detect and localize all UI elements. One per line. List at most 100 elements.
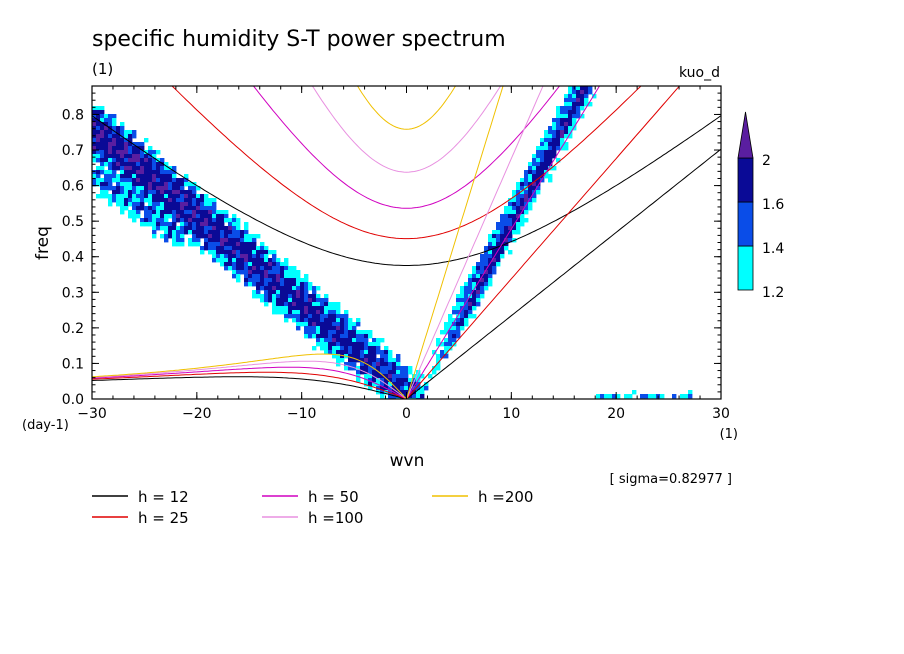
power-cell: [188, 198, 193, 203]
power-cell: [196, 206, 201, 211]
model-label: kuo_d: [679, 65, 720, 81]
power-cell: [520, 198, 525, 203]
power-cell: [484, 278, 489, 283]
power-cell: [456, 334, 461, 339]
power-cell: [336, 318, 341, 323]
power-cell: [280, 274, 285, 279]
inertia-gravity-curve: [92, 115, 721, 266]
power-cell: [112, 122, 117, 127]
power-cell: [524, 198, 529, 203]
power-cell: [156, 190, 161, 195]
power-cell: [476, 278, 481, 283]
power-cell: [140, 146, 145, 151]
power-cell: [356, 338, 361, 343]
power-cell: [328, 330, 333, 335]
power-cell: [116, 150, 121, 155]
power-cell: [292, 310, 297, 315]
power-cell: [472, 270, 477, 275]
power-cell: [384, 358, 389, 363]
power-cell: [464, 318, 469, 323]
power-cell: [392, 370, 397, 375]
power-cell: [176, 198, 181, 203]
power-cell: [612, 394, 617, 399]
power-cell: [556, 122, 561, 127]
power-cell: [144, 222, 149, 227]
power-cell: [300, 298, 305, 303]
power-cell: [548, 142, 553, 147]
power-cell: [328, 342, 333, 347]
power-cell: [328, 334, 333, 339]
power-cell: [136, 194, 141, 199]
power-cell: [112, 166, 117, 171]
power-cell: [148, 170, 153, 175]
power-cell: [544, 166, 549, 171]
power-cell: [468, 310, 473, 315]
power-cell: [212, 238, 217, 243]
power-cell: [520, 194, 525, 199]
power-cell: [508, 226, 513, 231]
power-cell: [336, 322, 341, 327]
power-cell: [380, 358, 385, 363]
power-cell: [316, 314, 321, 319]
power-cell: [460, 314, 465, 319]
power-cell: [168, 226, 173, 231]
power-cell: [536, 154, 541, 159]
power-cell: [276, 270, 281, 275]
power-cell: [544, 134, 549, 139]
power-cell: [320, 322, 325, 327]
power-cell: [160, 214, 165, 219]
power-cell: [560, 118, 565, 123]
power-cell: [416, 374, 421, 379]
power-cell: [248, 246, 253, 251]
power-cell: [400, 378, 405, 383]
power-cell: [568, 118, 573, 123]
power-cell: [556, 126, 561, 131]
power-cell: [124, 182, 129, 187]
power-cell: [472, 306, 477, 311]
power-cell: [548, 130, 553, 135]
power-cell: [336, 346, 341, 351]
power-cell: [208, 198, 213, 203]
power-cell: [576, 102, 581, 107]
power-cell: [572, 114, 577, 119]
power-cell: [476, 298, 481, 303]
power-cell: [108, 170, 113, 175]
power-cell: [156, 150, 161, 155]
power-cell: [216, 218, 221, 223]
power-cell: [472, 294, 477, 299]
power-cell: [284, 298, 289, 303]
power-cell: [260, 274, 265, 279]
power-cell: [324, 322, 329, 327]
power-cell: [448, 322, 453, 327]
power-cell: [376, 342, 381, 347]
power-cell: [120, 186, 125, 191]
power-cell: [232, 238, 237, 243]
power-cell: [388, 374, 393, 379]
power-cell: [272, 262, 277, 267]
power-cell: [528, 194, 533, 199]
power-cell: [112, 126, 117, 131]
power-cell: [224, 234, 229, 239]
power-cell: [188, 194, 193, 199]
power-cell: [584, 102, 589, 107]
power-cell: [236, 222, 241, 227]
power-cell: [356, 366, 361, 371]
power-cell: [136, 150, 141, 155]
power-cell: [208, 214, 213, 219]
power-cell: [500, 214, 505, 219]
power-cell: [564, 122, 569, 127]
power-cell: [232, 226, 237, 231]
power-cell: [504, 246, 509, 251]
power-cell: [104, 150, 109, 155]
power-cell: [372, 362, 377, 367]
power-cell: [392, 374, 397, 379]
power-cell: [304, 306, 309, 311]
power-cell: [492, 266, 497, 271]
power-cell: [184, 214, 189, 219]
power-cell: [132, 158, 137, 163]
power-cell: [128, 138, 133, 143]
power-cell: [312, 298, 317, 303]
power-cell: [208, 226, 213, 231]
power-cell: [496, 238, 501, 243]
power-cell: [156, 174, 161, 179]
